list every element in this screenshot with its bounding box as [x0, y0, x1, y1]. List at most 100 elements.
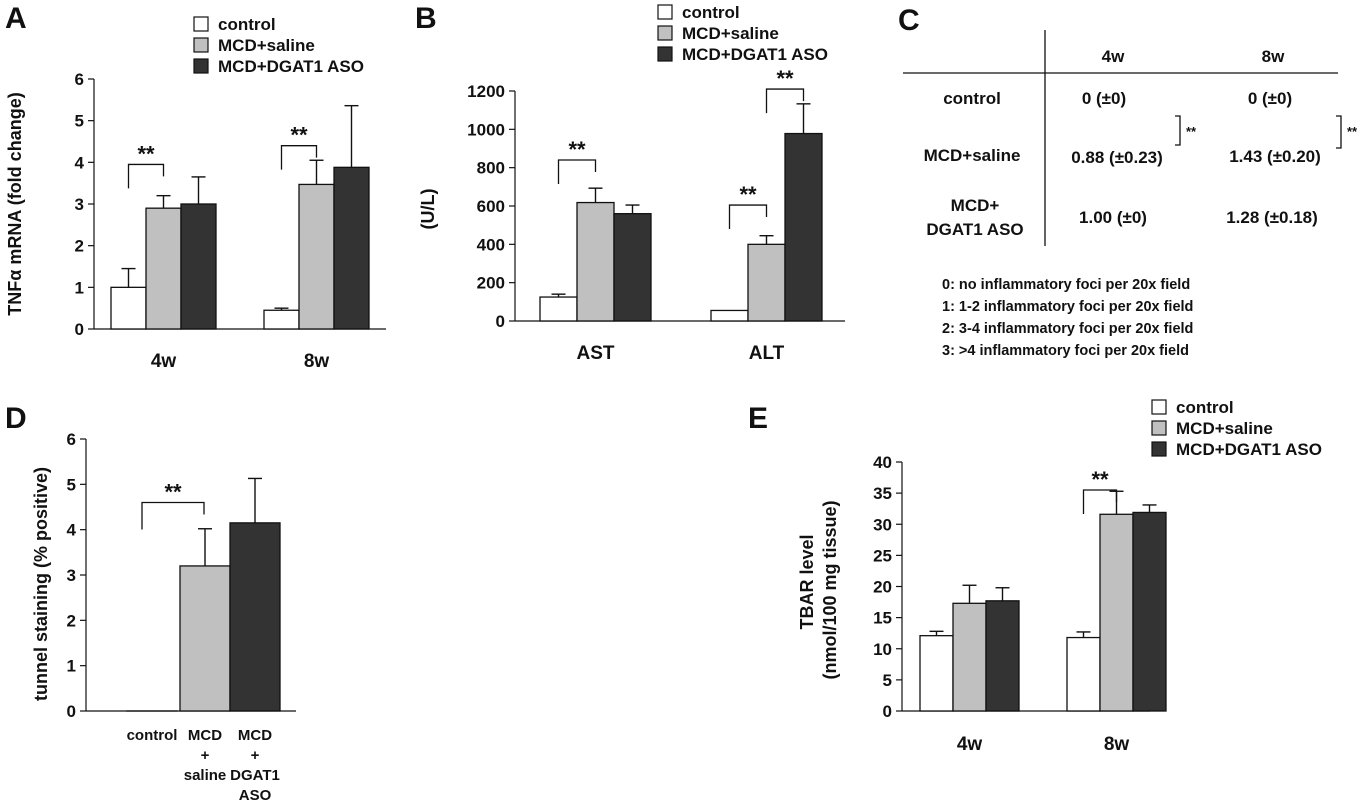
panel-c-row-label: MCD+saline	[924, 146, 1021, 165]
panel-a-legend-label: MCD+saline	[218, 36, 315, 55]
panel-a-significance-1-bracket	[280, 145, 318, 170]
panel-d-category-label: ASO	[239, 787, 272, 803]
panel-e-y-tick-label: 25	[873, 546, 892, 565]
panel-c-significance-bracket	[1336, 115, 1342, 149]
panel-d-y-tick-label: 1	[67, 657, 76, 676]
panel-c-row-label: control	[943, 89, 1001, 108]
panel-e-legend-label: MCD+DGAT1 ASO	[1176, 440, 1322, 459]
panel-e-bar-4w-s1	[952, 602, 987, 712]
panel-e-y-tick-label: 15	[873, 609, 892, 628]
panel-d-bar-1	[179, 565, 231, 712]
panel-b-y-axis-title: (U/L)	[418, 189, 438, 230]
panel-e-y-tick-label: 10	[873, 640, 892, 659]
panel-b-significance-2-label: **	[776, 66, 794, 91]
panel-b-legend-label: control	[682, 3, 740, 22]
panel-letter-e: E	[748, 402, 768, 435]
panel-e-y-tick-label: 40	[873, 453, 892, 472]
panel-c-cell: 0.88 (±0.23)	[1071, 148, 1163, 167]
panel-c-row-label: DGAT1 ASO	[926, 220, 1023, 239]
panel-b-enzyme-chart: 0 200 400 600 800 1000 1200 AST ALT ** ** ** (U/L) co…	[418, 3, 845, 364]
panel-d-category-label: saline	[184, 767, 227, 784]
panel-b-bar-AST-s2	[613, 213, 652, 322]
panel-e-bar-8w-s1	[1099, 513, 1134, 712]
panel-b-y-tick-label: 800	[477, 159, 505, 178]
panel-letter-a: A	[5, 2, 27, 35]
panel-c-scale-note: 0: no inflammatory foci per 20x field	[942, 277, 1190, 293]
panel-e-y-axis-subtitle: (nmol/100 mg tissue)	[820, 500, 840, 679]
panel-a-y-tick-label: 0	[75, 320, 84, 339]
panel-c-significance-bracket	[1175, 115, 1181, 146]
panel-b-legend-label: MCD+saline	[682, 24, 779, 43]
panel-b-y-tick-label: 600	[477, 197, 505, 216]
panel-d-y-tick-label: 3	[67, 566, 76, 585]
panel-b-significance-0-label: **	[568, 137, 586, 162]
panel-d-category-label: DGAT1	[230, 767, 280, 784]
panel-a-category-label: 4w	[151, 351, 177, 372]
panel-e-bar-8w-s0	[1066, 636, 1101, 712]
panel-e-bar-4w-s2	[985, 600, 1020, 712]
panel-b-significance-1-bracket	[728, 204, 768, 230]
panel-b-legend-label: MCD+DGAT1 ASO	[682, 45, 828, 64]
panel-letter-b: B	[415, 2, 437, 35]
panel-b-bar-ALT-s2	[784, 132, 823, 322]
panel-b-bar-AST-s0	[539, 296, 578, 322]
panel-a-bar-4w-s2	[180, 203, 217, 330]
panel-e-y-tick-label: 30	[873, 515, 892, 534]
panel-a-bar-8w-s1	[298, 183, 335, 330]
panel-a-y-tick-label: 4	[75, 153, 85, 172]
panel-b-y-tick-label: 400	[477, 235, 505, 254]
panel-a-significance-0-label: **	[137, 141, 155, 166]
panel-c-cell: 0 (±0)	[1082, 89, 1126, 108]
panel-c-cell: 1.28 (±0.18)	[1226, 208, 1318, 227]
panel-d-y-axis-title: tunnel staining (% positive)	[31, 467, 51, 701]
panel-e-tbar-chart: 0 5 10 15 20 25 30 35 40 4w 8w ** TBAR level (nmol/10…	[797, 398, 1322, 755]
panel-a-bar-8w-s2	[333, 166, 370, 330]
panel-e-y-tick-label: 0	[883, 702, 892, 721]
panel-e-y-tick-label: 20	[873, 578, 892, 597]
panel-a-legend-label: MCD+DGAT1 ASO	[218, 57, 364, 76]
panel-d-category-label: control	[127, 727, 178, 744]
panel-b-y-tick-label: 0	[496, 312, 505, 331]
panel-e-legend-swatch	[1151, 420, 1167, 436]
panel-b-significance-1-label: **	[739, 182, 757, 207]
panel-b-category-label: ALT	[749, 343, 785, 364]
panel-e-y-tick-label: 5	[883, 671, 892, 690]
panel-c-column-header: 4w	[1102, 47, 1125, 66]
panel-d-tunnel-chart: 0 1 2 3 4 5 6 control MCD + saline MCD + DGAT1 ASO ** tu…	[31, 430, 296, 803]
panel-e-y-axis-title: TBAR level	[797, 534, 817, 629]
panel-e-category-label: 8w	[1104, 734, 1130, 755]
panel-b-legend-swatch	[657, 25, 673, 41]
panel-c-inflammation-table: 4w 8w control 0 (±0) 0 (±0) MCD+saline 0.88 (±…	[903, 30, 1358, 359]
panel-a-y-tick-label: 2	[75, 237, 84, 256]
panel-e-significance-0-bracket	[1082, 489, 1118, 515]
panel-b-bar-ALT-s0	[710, 309, 749, 322]
panel-a-y-tick-label: 1	[75, 278, 84, 297]
panel-a-y-tick-label: 3	[75, 195, 84, 214]
panel-b-bar-AST-s1	[576, 201, 615, 322]
panel-a-bar-4w-s0	[110, 286, 147, 330]
panel-c-scale-note: 2: 3-4 inflammatory foci per 20x field	[942, 321, 1193, 337]
panel-b-y-tick-label: 200	[477, 274, 505, 293]
panel-c-significance-label: **	[1186, 124, 1197, 139]
panel-c-cell: 1.43 (±0.20)	[1229, 147, 1321, 166]
panel-letter-d: D	[5, 402, 27, 435]
panel-b-y-tick-label: 1200	[467, 82, 505, 101]
panel-c-row-label: MCD+	[951, 196, 1000, 215]
panel-e-bar-8w-s2	[1132, 511, 1167, 712]
panel-e-significance-0-label: **	[1091, 467, 1109, 492]
panel-letter-c: C	[898, 4, 920, 37]
panel-a-tnf-chart: 0 1 2 3 4 5 6 4w 8w ** ** TNFα mRNA (fold change) co…	[5, 15, 386, 372]
panel-d-significance-0-bracket	[141, 501, 205, 530]
panel-d-y-tick-label: 0	[67, 702, 76, 721]
panel-c-scale-note: 3: >4 inflammatory foci per 20x field	[942, 343, 1189, 359]
panel-d-category-label: MCD	[238, 727, 272, 744]
panel-b-category-label: AST	[577, 343, 615, 364]
panel-d-category-label: +	[201, 747, 210, 764]
panel-b-significance-2-bracket	[765, 88, 805, 114]
panel-d-category-label: +	[251, 747, 260, 764]
panel-a-y-tick-label: 6	[75, 70, 84, 89]
panel-d-category-label: MCD	[188, 727, 222, 744]
panel-a-y-axis-title: TNFα mRNA (fold change)	[5, 92, 25, 315]
panel-a-category-label: 8w	[304, 351, 330, 372]
